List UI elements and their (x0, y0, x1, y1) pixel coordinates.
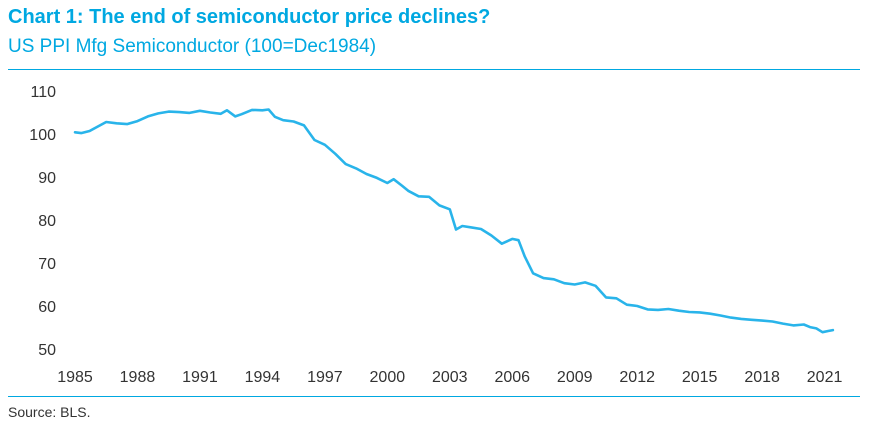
y-tick-label: 70 (38, 256, 56, 273)
x-tick-label: 1988 (120, 369, 156, 386)
x-tick-label: 1991 (182, 369, 218, 386)
x-tick-label: 2021 (807, 369, 843, 386)
x-tick-label: 2000 (370, 369, 406, 386)
chart-title: Chart 1: The end of semiconductor price … (8, 6, 491, 28)
y-tick-label: 50 (38, 342, 56, 359)
y-tick-label: 90 (38, 170, 56, 187)
source-note: Source: BLS. (8, 404, 91, 420)
x-tick-label: 2006 (494, 369, 530, 386)
line-chart: 50 60 70 80 90 100 110 1985 1988 1991 1994 1997 200… (29, 84, 842, 386)
x-tick-label: 1994 (245, 369, 281, 386)
x-tick-label: 2009 (557, 369, 593, 386)
x-tick-label: 1985 (57, 369, 93, 386)
x-tick-label: 2015 (682, 369, 718, 386)
x-axis-ticks: 1985 1988 1991 1994 1997 2000 2003 2006 2009 2012… (57, 369, 842, 386)
x-tick-label: 1997 (307, 369, 343, 386)
series-line (73, 108, 835, 334)
x-tick-label: 2018 (744, 369, 780, 386)
y-axis-ticks: 50 60 70 80 90 100 110 (29, 84, 56, 359)
y-tick-label: 100 (29, 127, 56, 144)
y-tick-label: 60 (38, 299, 56, 316)
x-tick-label: 2003 (432, 369, 468, 386)
y-tick-label: 110 (30, 84, 56, 101)
top-divider (8, 69, 860, 70)
y-tick-label: 80 (38, 213, 56, 230)
chart-subtitle: US PPI Mfg Semiconductor (100=Dec1984) (8, 36, 377, 57)
bottom-divider (8, 396, 860, 397)
x-tick-label: 2012 (619, 369, 655, 386)
series-layer (73, 108, 835, 334)
